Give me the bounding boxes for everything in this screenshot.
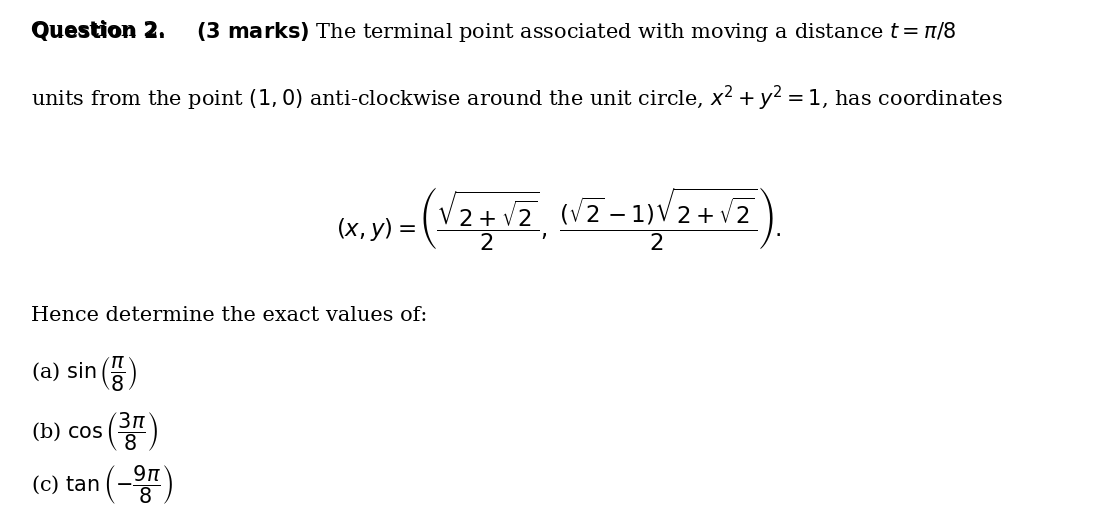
Text: $\bf{Question\ 2.}$    $\bf{(3\ marks)}$ The terminal point associated with movi: $\bf{Question\ 2.}$ $\bf{(3\ marks)}$ Th…	[31, 20, 956, 44]
Text: $(x, y) = \left( \dfrac{\sqrt{2+\sqrt{2}}}{2},\ \dfrac{(\sqrt{2}-1)\sqrt{2+\sqrt: $(x, y) = \left( \dfrac{\sqrt{2+\sqrt{2}…	[337, 184, 781, 251]
Text: (c) $\tan\left(-\dfrac{9\pi}{8}\right)$: (c) $\tan\left(-\dfrac{9\pi}{8}\right)$	[31, 462, 173, 505]
Text: units from the point $(1,0)$ anti-clockwise around the unit circle, $x^2 + y^2 =: units from the point $(1,0)$ anti-clockw…	[31, 83, 1003, 113]
Text: (b) $\cos\left(\dfrac{3\pi}{8}\right)$: (b) $\cos\left(\dfrac{3\pi}{8}\right)$	[31, 409, 159, 452]
Text: Hence determine the exact values of:: Hence determine the exact values of:	[31, 306, 428, 325]
Text: Question 2.: Question 2.	[31, 20, 165, 40]
Text: (a) $\sin\left(\dfrac{\pi}{8}\right)$: (a) $\sin\left(\dfrac{\pi}{8}\right)$	[31, 354, 138, 392]
